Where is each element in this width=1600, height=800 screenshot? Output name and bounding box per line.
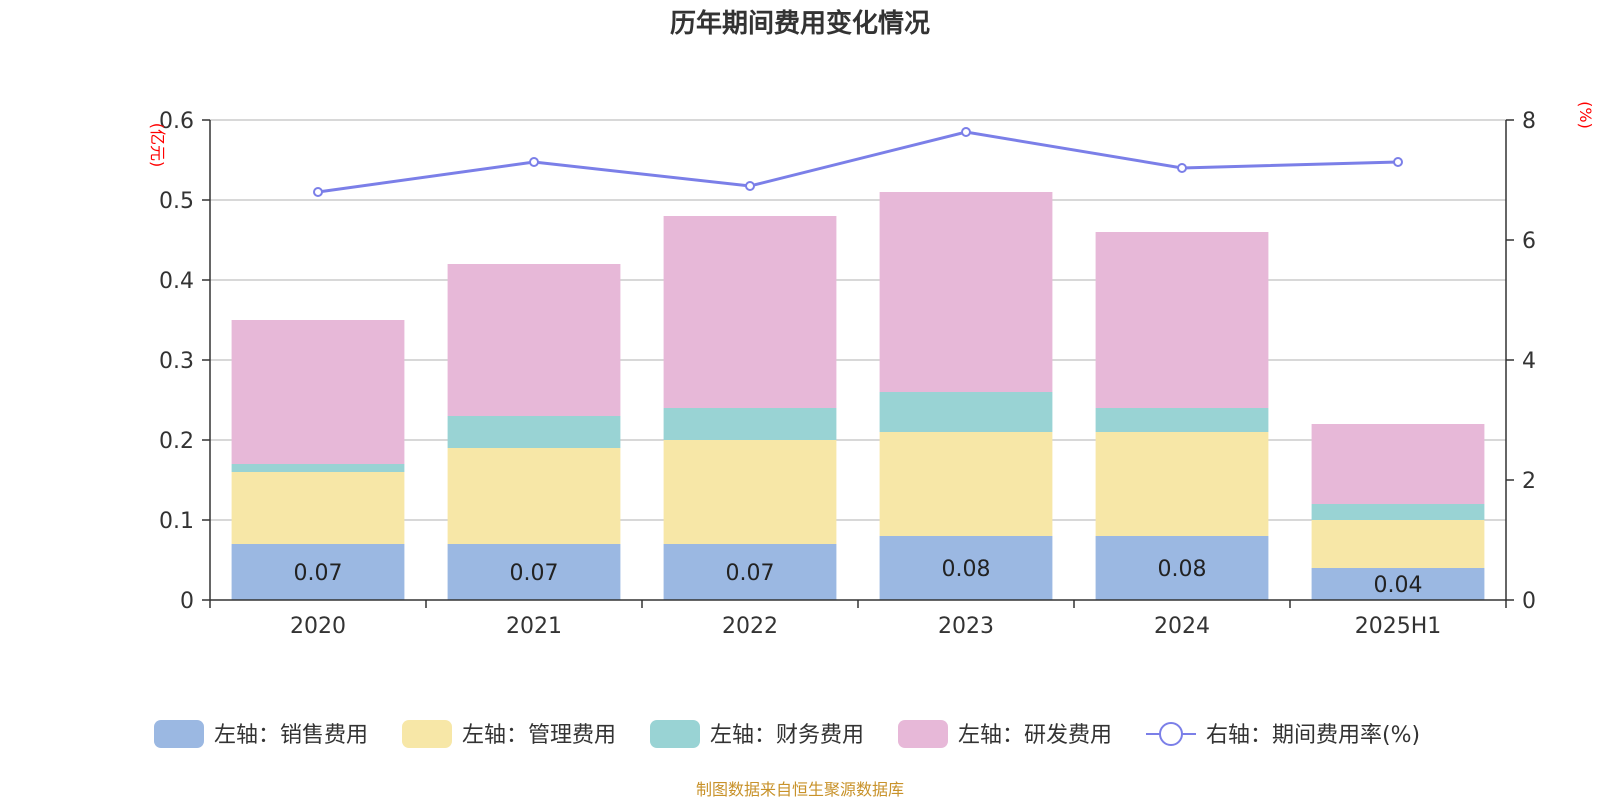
bar-segment xyxy=(663,440,837,544)
left-tick-label: 0.6 xyxy=(159,109,194,134)
legend-label: 左轴：销售费用 xyxy=(214,723,368,748)
legend-swatch xyxy=(402,720,452,748)
left-tick-label: 0.1 xyxy=(159,509,194,534)
rate-line-path xyxy=(317,130,1399,194)
left-tick-label: 0.4 xyxy=(159,269,194,294)
grid-lines xyxy=(210,119,1506,521)
bar-segment xyxy=(447,264,621,416)
bar-value-label: 0.07 xyxy=(510,561,559,586)
bar-segment xyxy=(1311,504,1485,520)
left-tick-label: 0.5 xyxy=(159,189,194,214)
x-tick-label: 2025H1 xyxy=(1355,614,1442,639)
right-tick-label: 8 xyxy=(1522,109,1536,134)
bar-segment xyxy=(1311,424,1485,504)
axes: 0 0.1 0.2 0.3 0.4 0.5 0.6 0 2 4 6 8 2020 2021 2022 2023… xyxy=(159,109,1536,639)
right-tick-label: 6 xyxy=(1522,229,1536,254)
rate-point xyxy=(529,157,539,167)
right-tick-label: 0 xyxy=(1522,589,1536,614)
bar-segment xyxy=(447,416,621,448)
bar-value-label: 0.08 xyxy=(1158,557,1207,582)
legend-label: 左轴：财务费用 xyxy=(710,723,864,748)
rate-point xyxy=(313,187,323,197)
bar-segment xyxy=(231,472,405,544)
chart-title: 历年期间费用变化情况 xyxy=(670,8,930,39)
bar-value-label: 0.04 xyxy=(1374,573,1423,598)
legend: 左轴：销售费用 左轴：管理费用 左轴：财务费用 左轴：研发费用 右轴：期间费用率(%) xyxy=(154,720,1420,748)
bar-segment xyxy=(1095,536,1269,600)
left-tick-label: 0 xyxy=(180,589,194,614)
x-tick-label: 2021 xyxy=(506,614,562,639)
bar-segment xyxy=(1311,520,1485,568)
left-tick-label: 0.3 xyxy=(159,349,194,374)
x-tick-label: 2023 xyxy=(938,614,994,639)
bar-segment xyxy=(231,544,405,600)
bar-segment xyxy=(447,448,621,544)
bar-labels: 0.07 0.07 0.07 0.08 0.08 0.04 xyxy=(294,557,1423,598)
x-tick-label: 2024 xyxy=(1154,614,1210,639)
rate-point xyxy=(1393,157,1403,167)
source-note: 制图数据来自恒生聚源数据库 xyxy=(696,780,904,799)
legend-swatch xyxy=(154,720,204,748)
x-tick-label: 2022 xyxy=(722,614,778,639)
bar-segment xyxy=(1095,408,1269,432)
bar-segment xyxy=(231,320,405,464)
bar-segment xyxy=(879,392,1053,432)
legend-swatch xyxy=(650,720,700,748)
bar-value-label: 0.07 xyxy=(294,561,343,586)
rate-line xyxy=(313,127,1403,197)
bar-segment xyxy=(1095,232,1269,408)
bar-segment xyxy=(663,544,837,600)
bar-segment xyxy=(1095,432,1269,536)
left-tick-label: 0.2 xyxy=(159,429,194,454)
rate-point xyxy=(1177,163,1187,173)
bar-segment xyxy=(231,464,405,472)
bars xyxy=(231,192,1485,600)
left-axis-unit: (亿元) xyxy=(148,123,167,168)
legend-label: 左轴：管理费用 xyxy=(462,723,616,748)
right-tick-label: 2 xyxy=(1522,469,1536,494)
bar-segment xyxy=(879,432,1053,536)
bar-segment xyxy=(879,536,1053,600)
rate-point xyxy=(745,181,755,191)
x-tick-label: 2020 xyxy=(290,614,346,639)
bar-value-label: 0.07 xyxy=(726,561,775,586)
rate-point xyxy=(961,127,971,137)
right-tick-label: 4 xyxy=(1522,349,1536,374)
bar-segment xyxy=(663,408,837,440)
bar-segment xyxy=(663,216,837,408)
right-axis-unit: (%) xyxy=(1576,101,1595,129)
legend-label: 右轴：期间费用率(%) xyxy=(1206,723,1420,748)
bar-segment xyxy=(879,192,1053,392)
legend-swatch xyxy=(898,720,948,748)
legend-marker xyxy=(1159,722,1183,746)
bar-segment xyxy=(447,544,621,600)
bar-value-label: 0.08 xyxy=(942,557,991,582)
bar-segment xyxy=(1311,568,1485,600)
legend-label: 左轴：研发费用 xyxy=(958,723,1112,748)
